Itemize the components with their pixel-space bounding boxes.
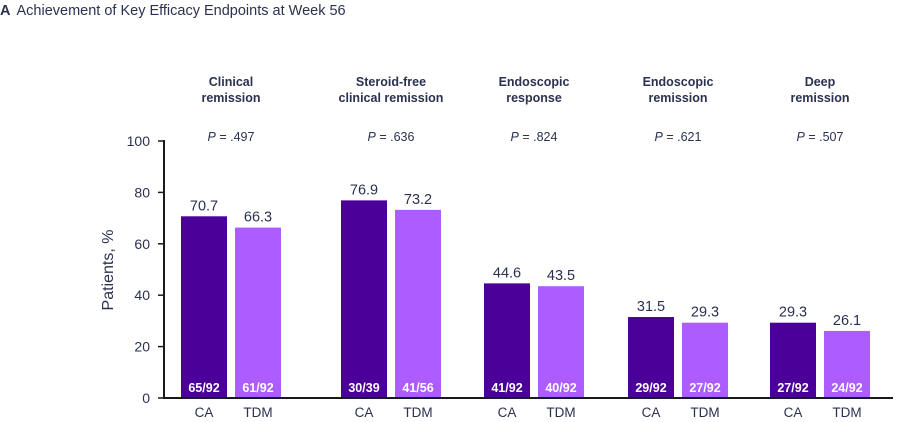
bar-ca [341,200,387,398]
bar-ca [628,317,674,398]
bar-count-label: 29/92 [635,381,666,395]
p-value: = .621 [663,130,702,144]
bar-count-label: 24/92 [831,381,862,395]
group-title-line: response [506,91,562,105]
x-category-label: TDM [690,405,719,420]
panel-title: A Achievement of Key Efficacy Endpoints a… [0,3,346,19]
y-tick-label: 0 [142,390,150,406]
bar-value-label: 29.3 [691,305,719,321]
group-title-line: clinical remission [339,91,444,105]
bar-group: Clinical remission P = .497 70.7 65/92 CA 66.3… [181,75,281,420]
group-title-line: Clinical [209,75,253,89]
bar-count-label: 40/92 [545,381,576,395]
x-category-label: TDM [403,405,432,420]
bar-value-label: 26.1 [833,313,861,329]
bar-groups: Clinical remission P = .497 70.7 65/92 CA 66.3… [181,75,870,420]
bar-count-label: 27/92 [777,381,808,395]
x-category-label: CA [642,405,661,420]
group-title-line: remission [648,91,707,105]
bar-value-label: 31.5 [637,299,665,315]
bar-value-label: 70.7 [190,198,218,214]
bar-group: Endoscopic response P = .824 44.6 41/92 CA 43.… [484,75,584,420]
y-tick-label: 40 [134,287,150,303]
bar-group: Deep remission P = .507 29.3 27/92 CA 26.1 24/9… [770,75,870,420]
panel-title-text: Achievement of Key Efficacy Endpoints at… [16,3,346,19]
p-value: = .636 [376,130,415,144]
p-value: = .507 [805,130,844,144]
bar-ca [770,322,816,398]
x-category-label: CA [355,405,374,420]
x-category-label: CA [498,405,517,420]
p-value-label: P = .497 [208,130,255,144]
group-title-line: Deep [805,75,836,89]
bar-tdm [235,227,281,398]
bar-tdm [682,322,728,398]
bar-value-label: 73.2 [404,192,432,208]
x-category-label: TDM [832,405,861,420]
x-category-label: CA [195,405,214,420]
bar-value-label: 29.3 [779,305,807,321]
bar-group: Steroid-free clinical remission P = .636 76… [339,75,444,420]
group-title-line: Endoscopic [499,75,570,89]
p-value: = .824 [519,130,558,144]
bar-value-label: 43.5 [547,268,575,284]
bar-tdm [395,209,441,398]
bar-value-label: 66.3 [244,210,272,226]
p-value-label: P = .507 [797,130,844,144]
p-value-label: P = .824 [511,130,558,144]
group-title-line: Steroid-free [356,75,426,89]
bar-group: Endoscopic remission P = .621 31.5 29/92 CA 29… [628,75,728,420]
x-category-label: TDM [243,405,272,420]
group-title-line: remission [790,91,849,105]
panel-letter: A [0,3,11,19]
bar-tdm [824,330,870,398]
group-title-line: Endoscopic [643,75,714,89]
p-symbol: P [368,130,377,144]
p-symbol: P [208,130,217,144]
y-axis-title: Patients, % [100,230,117,311]
p-value: = .497 [216,130,255,144]
x-category-label: TDM [546,405,575,420]
bar-tdm [538,286,584,398]
bar-count-label: 27/92 [689,381,720,395]
x-category-label: CA [784,405,803,420]
p-symbol: P [655,130,664,144]
bar-count-label: 30/39 [348,381,379,395]
p-value-label: P = .636 [368,130,415,144]
y-tick-label: 20 [134,339,150,355]
y-axis-ticks: 0 20 40 60 80 100 [127,133,164,406]
bar-ca [484,283,530,398]
bar-count-label: 41/92 [491,381,522,395]
bar-count-label: 41/56 [402,381,433,395]
bar-ca [181,216,227,398]
bar-count-label: 61/92 [242,381,273,395]
y-tick-label: 100 [127,133,151,149]
p-symbol: P [511,130,520,144]
p-value-label: P = .621 [655,130,702,144]
bar-value-label: 76.9 [350,182,378,198]
y-tick-label: 60 [134,236,150,252]
bar-value-label: 44.6 [493,265,521,281]
group-title-line: remission [201,91,260,105]
bar-count-label: 65/92 [188,381,219,395]
y-tick-label: 80 [134,184,150,200]
p-symbol: P [797,130,806,144]
